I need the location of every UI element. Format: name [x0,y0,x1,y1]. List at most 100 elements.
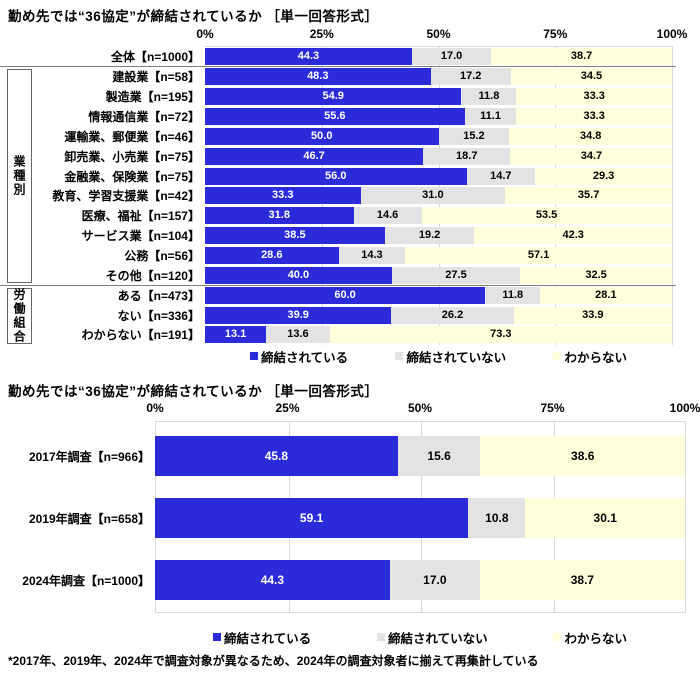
segment-unknown: 28.1 [540,286,672,304]
chart2-title: 勤め先では“36協定”が締結されているか ［単一回答形式］ [8,384,379,399]
segment-unknown: 42.3 [474,227,672,245]
segment-unknown: 57.1 [405,247,672,265]
axis-tick-label: 0% [196,27,214,41]
row-label: 全体【n=1000】 [110,50,200,65]
segment-value: 34.7 [580,149,603,162]
axis-tick-label: 0% [146,401,164,415]
footnote: *2017年、2019年、2024年で調査対象が異なるため、2024年の調査対象… [8,654,539,668]
segment-not-concluded: 19.2 [384,227,475,245]
group-box-union: 労働組合 [7,288,32,344]
segment-not-concluded: 17.0 [411,48,492,66]
bar-row: 2024年調査【n=1000】 44.3 17.0 38.7 [0,549,700,611]
segment-value: 17.2 [459,70,482,83]
segment-concluded: 44.3 [155,560,390,600]
segment-value: 35.7 [577,189,600,202]
segment-concluded: 13.1 [205,326,267,344]
segment-value: 54.9 [322,90,344,103]
axis-tick-label: 75% [540,401,565,415]
segment-concluded: 50.0 [205,127,439,145]
chart1-title: 勤め先では“36協定”が締結されているか ［単一回答形式］ [8,9,379,24]
bar-row: 教育、学習支援業【n=42】 33.3 31.0 35.7 [0,186,700,206]
segment-unknown: 33.3 [516,88,672,106]
segment-unknown: 33.3 [516,108,672,125]
row-label: その他【n=120】 [105,268,200,283]
legend-label: 締結されている [261,350,349,365]
segment-value: 45.8 [264,449,289,463]
segment-value: 53.5 [535,209,558,222]
stacked-bar: 39.9 26.2 33.9 [205,306,672,324]
axis-tick-label: 25% [275,401,300,415]
segment-concluded: 38.5 [205,227,385,245]
row-label: ない【n=336】 [117,308,200,323]
segment-value: 44.3 [260,573,285,587]
axis-tick-label: 100% [669,401,700,415]
segment-value: 55.6 [324,110,346,122]
legend-marker [250,352,258,360]
segment-concluded: 55.6 [205,108,465,125]
segment-concluded: 60.0 [205,286,486,304]
segment-value: 38.5 [284,229,306,242]
segment-unknown: 38.7 [491,48,672,66]
legend-label: 締結されていない [406,350,507,365]
segment-value: 14.7 [490,169,512,182]
segment-value: 42.3 [562,229,584,242]
segment-unknown: 38.7 [479,560,685,600]
segment-value: 14.6 [376,209,399,222]
segment-not-concluded: 26.2 [391,306,514,324]
segment-value: 11.8 [478,90,500,103]
group-box-industry: 業種別 [7,69,32,283]
segment-unknown: 34.8 [509,127,672,145]
legend-marker [553,352,562,360]
segment-value: 29.3 [592,169,615,182]
segment-value: 56.0 [325,169,347,182]
segment-value: 33.9 [582,308,604,321]
row-label: 2024年調査【n=1000】 [22,573,150,588]
segment-value: 18.7 [456,149,478,162]
bar-row: わからない【n=191】 13.1 13.6 73.3 [0,325,700,345]
segment-value: 13.1 [224,328,247,341]
segment-value: 17.0 [423,573,447,587]
bar-row: 建設業【n=58】 48.3 17.2 34.5 [0,67,700,87]
segment-value: 19.2 [418,229,441,242]
legend-marker [395,352,404,360]
row-label: 建設業【n=58】 [112,70,200,85]
bar-row: その他【n=120】 40.0 27.5 32.5 [0,265,700,285]
segment-not-concluded: 17.2 [430,68,511,86]
bar-row: ある【n=473】 60.0 11.8 28.1 [0,285,700,305]
segment-not-concluded: 14.6 [353,207,422,225]
bar-row: 製造業【n=195】 54.9 11.8 33.3 [0,87,700,107]
segment-value: 38.7 [570,573,595,587]
row-label: 公務【n=56】 [124,249,200,264]
segment-unknown: 33.9 [513,306,672,324]
stacked-bar: 55.6 11.1 33.3 [205,108,672,125]
legend-item-not-concluded: 締結されていない [395,347,506,366]
legend-item-concluded: 締結されている [250,347,348,366]
segment-concluded: 56.0 [205,167,467,185]
segment-value: 40.0 [287,268,310,281]
bar-row: 金融業、保険業【n=75】 56.0 14.7 29.3 [0,166,700,186]
segment-unknown: 29.3 [535,167,672,185]
row-label: 卸売業、小売業【n=75】 [64,149,200,164]
segment-not-concluded: 15.2 [438,127,510,145]
legend-label: 締結されている [224,631,312,646]
segment-unknown: 30.1 [525,498,685,538]
row-label: 金融業、保険業【n=75】 [64,169,200,184]
segment-not-concluded: 13.6 [266,326,330,344]
segment-value: 31.0 [422,189,444,202]
chart2-legend: 締結されている 締結されていない わからない [155,629,685,646]
segment-value: 11.8 [502,288,524,301]
segment-value: 59.1 [299,511,324,525]
segment-value: 73.3 [490,328,512,341]
segment-concluded: 28.6 [205,247,339,265]
segment-concluded: 39.9 [205,306,392,324]
row-label: ある【n=473】 [117,288,200,303]
bar-row: 運輸業、郵便業【n=46】 50.0 15.2 34.8 [0,126,700,146]
segment-unknown: 32.5 [520,266,672,284]
segment-value: 11.1 [480,110,501,122]
segment-unknown: 73.3 [329,326,672,344]
stacked-bar: 28.6 14.3 57.1 [205,247,672,265]
row-label: 運輸業、郵便業【n=46】 [64,129,200,144]
segment-not-concluded: 18.7 [423,147,511,165]
segment-value: 15.2 [463,129,485,142]
